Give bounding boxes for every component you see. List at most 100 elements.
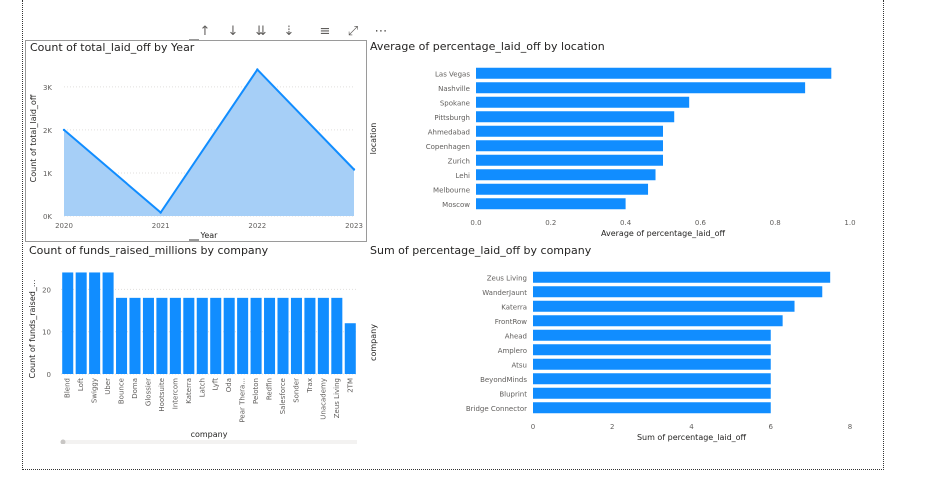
bar xyxy=(533,271,831,283)
bar xyxy=(210,297,222,374)
sort-up-icon[interactable]: ↑ xyxy=(199,23,211,39)
x-category-label: Intercom xyxy=(171,378,179,409)
bar xyxy=(476,67,832,79)
x-axis-title: Average of percentage_laid_off xyxy=(601,229,726,238)
y-axis-title: Count of funds_raised_... xyxy=(28,280,37,379)
scrollbar-thumb[interactable] xyxy=(60,439,66,445)
x-axis-title: company xyxy=(191,430,228,439)
more-options-icon[interactable]: ⋯ xyxy=(374,23,388,39)
y-category-label: BeyondMinds xyxy=(480,376,527,384)
bar xyxy=(250,297,262,374)
x-category-label: Uber xyxy=(104,378,112,395)
bar xyxy=(62,272,74,374)
y-category-label: Spokane xyxy=(440,99,470,107)
y-category-label: Moscow xyxy=(442,201,470,209)
resize-handle[interactable] xyxy=(189,239,199,241)
x-tick-label: 2022 xyxy=(248,222,266,230)
y-category-label: FrontRow xyxy=(495,318,528,326)
x-category-label: Peloton xyxy=(252,378,260,404)
bar xyxy=(533,387,771,399)
bar xyxy=(277,297,289,374)
bar xyxy=(169,297,181,374)
y-category-label: Las Vegas xyxy=(435,70,470,78)
y-category-label: Melbourne xyxy=(433,186,470,194)
bar-chart: Las Vegas Nashville Spokane Pittsburgh Ahmed… xyxy=(369,67,856,238)
visual-pct-by-company[interactable]: Sum of percentage_laid_off by company Ze… xyxy=(368,244,858,449)
y-tick-label: 1K xyxy=(43,170,52,178)
bar xyxy=(183,297,195,374)
bar xyxy=(129,297,141,374)
bar xyxy=(533,358,771,370)
x-tick-label: 0.2 xyxy=(545,219,556,227)
filter-icon[interactable]: ≡ xyxy=(319,23,331,39)
x-category-label: Swiggy xyxy=(91,378,99,403)
y-category-label: Atsu xyxy=(512,361,528,369)
x-tick-label: 1.0 xyxy=(844,219,855,227)
visual-header-toolbar: ↑ ↓ ⇊ ⇣ ≡ ⤢ ⋯ xyxy=(193,22,393,40)
drill-down-all-icon[interactable]: ⇊ xyxy=(255,23,267,39)
visual-pct-by-location[interactable]: Average of percentage_laid_off by locati… xyxy=(368,40,858,245)
resize-handle[interactable] xyxy=(189,39,199,41)
x-tick-label: 8 xyxy=(848,423,852,431)
x-tick-label: 2 xyxy=(610,423,614,431)
bar xyxy=(237,297,249,374)
y-category-label: Lehi xyxy=(456,172,471,180)
x-tick-label: 0 xyxy=(531,423,535,431)
y-tick-label: 3K xyxy=(43,84,52,92)
bar xyxy=(476,169,656,181)
visual-laid-off-by-year[interactable]: Count of total_laid_off by Year 0K 1K 2K 3K… xyxy=(25,40,367,242)
bar xyxy=(533,402,771,414)
y-category-label: Katerra xyxy=(501,303,527,311)
bar xyxy=(476,111,675,123)
bar xyxy=(533,300,795,312)
x-tick-label: 2021 xyxy=(152,222,170,230)
report-canvas: ↑ ↓ ⇊ ⇣ ≡ ⤢ ⋯ Count of total_laid_off by Year … xyxy=(22,0,884,470)
bar xyxy=(533,329,771,341)
x-axis-title: Year xyxy=(200,231,219,240)
x-tick-label: 4 xyxy=(689,423,694,431)
bar xyxy=(116,297,128,374)
y-category-label: Amplero xyxy=(498,347,527,355)
focus-mode-icon[interactable]: ⤢ xyxy=(347,23,359,39)
bar xyxy=(476,140,663,152)
horizontal-scrollbar[interactable] xyxy=(61,440,357,444)
bar-chart: Zeus Living WanderJaunt Katerra FrontRow Ahe… xyxy=(369,271,852,442)
y-axis-title: Count of total_laid_off xyxy=(29,94,38,182)
x-tick-label: 0.4 xyxy=(620,219,632,227)
y-category-label: Ahmedabad xyxy=(428,128,470,136)
x-category-label: Unacademy xyxy=(319,378,327,420)
bar xyxy=(476,82,806,94)
y-tick-label: 2K xyxy=(43,127,52,135)
x-category-label: Oda xyxy=(225,378,233,392)
x-category-label: Trax xyxy=(306,378,314,394)
y-category-label: Zurich xyxy=(448,157,470,165)
visual-funds-by-company[interactable]: Count of funds_raised_millions by compan… xyxy=(25,244,365,444)
x-category-label: Zeus Living xyxy=(333,378,341,418)
x-category-label: Doma xyxy=(131,378,139,399)
x-tick-label: 2023 xyxy=(345,222,363,230)
x-tick-label: 0.0 xyxy=(470,219,481,227)
x-tick-label: 0.8 xyxy=(770,219,781,227)
bar xyxy=(533,315,783,327)
column-chart: 0 10 20 Blend Loft Swiggy Uber Bounce Doma Glossi… xyxy=(28,272,357,445)
x-category-label: Glossier xyxy=(144,378,152,406)
x-tick-label: 0.6 xyxy=(695,219,707,227)
x-category-label: Katerra xyxy=(185,378,193,404)
bar xyxy=(75,272,87,374)
x-category-label: Bounce xyxy=(118,378,126,404)
data-point xyxy=(352,168,356,171)
y-category-label: WanderJaunt xyxy=(482,289,527,297)
x-category-label: Blend xyxy=(64,378,72,398)
chart-title: Sum of percentage_laid_off by company xyxy=(370,244,592,257)
y-category-label: Bluprint xyxy=(499,390,527,398)
x-category-label: Loft xyxy=(77,378,85,391)
sort-down-icon[interactable]: ↓ xyxy=(227,23,239,39)
chart-title: Average of percentage_laid_off by locati… xyxy=(370,40,605,53)
x-category-label: Sonder xyxy=(292,378,300,403)
bar xyxy=(317,297,329,374)
x-tick-label: 2020 xyxy=(55,222,73,230)
y-tick-label: 0K xyxy=(43,213,52,221)
y-category-label: Copenhagen xyxy=(426,143,470,151)
x-tick-label: 6 xyxy=(769,423,774,431)
expand-hierarchy-icon[interactable]: ⇣ xyxy=(283,23,295,39)
